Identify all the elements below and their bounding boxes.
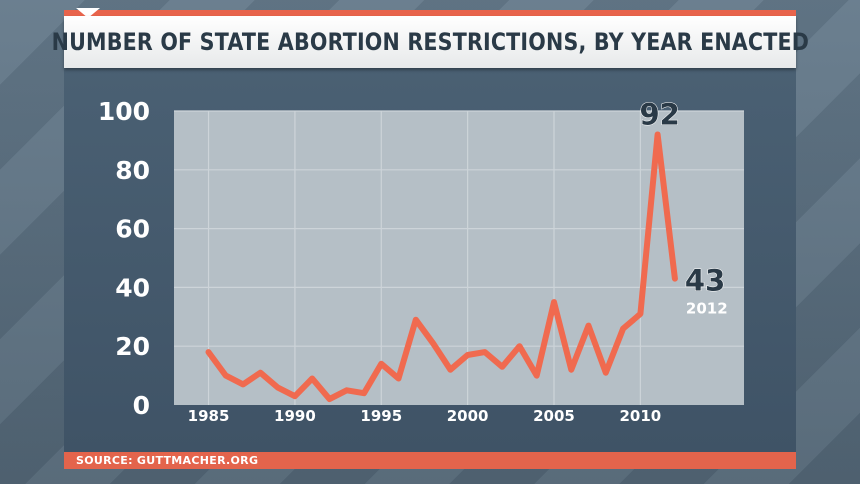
data-point-1999: [449, 369, 451, 371]
data-point-2011: [657, 134, 659, 136]
data-point-1985: [208, 351, 210, 353]
data-point-1994: [363, 392, 365, 394]
data-point-1991: [311, 378, 313, 380]
data-point-1986: [225, 375, 227, 377]
data-point-2002: [501, 366, 503, 368]
x-tick-label: 1985: [188, 407, 230, 425]
data-point-1990: [294, 395, 296, 397]
plot-area: [174, 111, 744, 405]
y-tick-label: 100: [98, 97, 150, 126]
data-point-1996: [398, 378, 400, 380]
y-tick-label: 80: [115, 156, 150, 185]
data-point-2000: [467, 354, 469, 356]
data-point-2012: [674, 278, 676, 280]
data-point-1987: [242, 383, 244, 385]
caret-down-icon: [76, 8, 100, 18]
data-point-1997: [415, 319, 417, 321]
data-point-2010: [639, 313, 641, 315]
data-point-1995: [380, 363, 382, 365]
data-point-2007: [588, 325, 590, 327]
data-point-2008: [605, 372, 607, 374]
source-credit: SOURCE: GUTTMACHER.ORG: [76, 454, 259, 467]
y-tick-label: 20: [115, 332, 150, 361]
data-point-2001: [484, 351, 486, 353]
y-tick-label: 0: [133, 391, 150, 420]
title-bar: NUMBER OF STATE ABORTION RESTRICTIONS, B…: [51, 16, 809, 68]
y-tick-label: 40: [115, 273, 150, 302]
last-value-label: 43: [685, 264, 725, 298]
x-tick-label: 2005: [533, 407, 575, 425]
data-point-2006: [570, 369, 572, 371]
x-tick-label: 1990: [274, 407, 316, 425]
data-point-1992: [328, 398, 330, 400]
last-year-label: 2012: [686, 300, 728, 318]
data-point-2009: [622, 328, 624, 330]
x-tick-label: 2010: [619, 407, 661, 425]
series-line: [205, 131, 678, 403]
data-point-1989: [277, 386, 279, 388]
data-point-2003: [518, 345, 520, 347]
source-bar: SOURCE: GUTTMACHER.ORG: [64, 452, 796, 469]
peak-value-label: 92: [639, 98, 679, 132]
y-tick-label: 60: [115, 215, 150, 244]
data-point-2005: [553, 301, 555, 303]
data-point-1988: [259, 372, 261, 374]
data-point-1998: [432, 342, 434, 344]
data-point-2004: [536, 375, 538, 377]
top-accent-bar: [64, 10, 796, 16]
x-tick-label: 2000: [447, 407, 489, 425]
chart-title: NUMBER OF STATE ABORTION RESTRICTIONS, B…: [51, 28, 809, 56]
data-point-1993: [346, 389, 348, 391]
x-tick-label: 1995: [360, 407, 402, 425]
